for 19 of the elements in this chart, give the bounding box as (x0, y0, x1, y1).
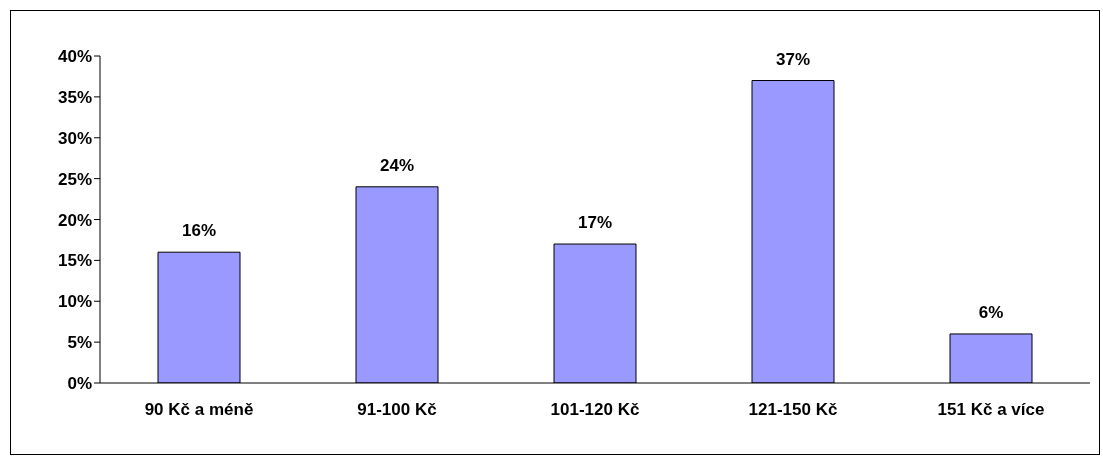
y-tick-label: 35% (57, 87, 92, 107)
x-tick-label: 90 Kč a méně (144, 400, 254, 420)
data-label: 6% (978, 302, 1004, 322)
y-tick-label: 20% (57, 210, 92, 230)
y-tick-label: 10% (57, 292, 92, 312)
x-tick-label: 101-120 Kč (550, 400, 640, 420)
y-tick-label: 0% (67, 374, 92, 394)
data-label: 24% (379, 155, 415, 175)
y-tick-label: 30% (57, 128, 92, 148)
y-tick-label: 25% (57, 169, 92, 189)
y-tick-label: 15% (57, 251, 92, 271)
y-tick-label: 40% (57, 47, 92, 67)
y-tick-label: 5% (67, 333, 92, 353)
data-label: 17% (577, 213, 613, 233)
x-tick-label: 151 Kč a více (937, 400, 1045, 420)
x-tick-label: 121-150 Kč (748, 400, 838, 420)
data-label: 37% (775, 49, 811, 69)
data-label: 16% (181, 221, 217, 241)
x-tick-label: 91-100 Kč (357, 400, 437, 420)
